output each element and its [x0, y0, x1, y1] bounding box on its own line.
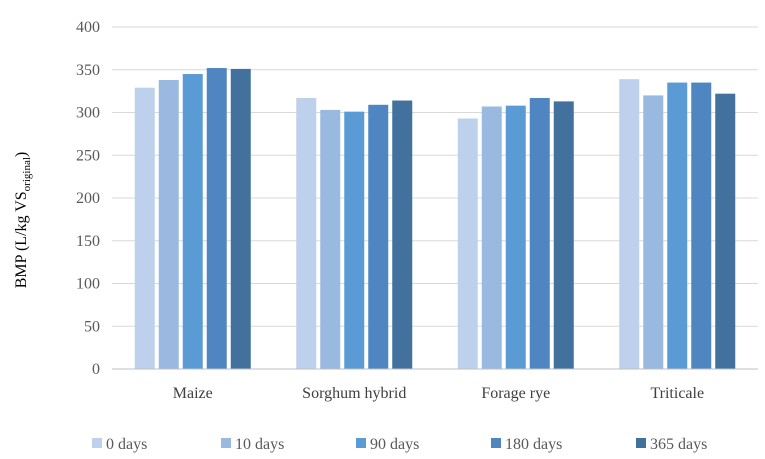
bar [619, 79, 640, 369]
bar [158, 80, 179, 369]
legend-label: 180 days [505, 436, 562, 453]
legend-item: 90 days [356, 436, 419, 453]
legend-swatch [636, 438, 646, 448]
y-tick-label: 400 [76, 19, 100, 36]
bar [320, 109, 341, 369]
bar [182, 74, 203, 370]
y-tick-label: 250 [76, 147, 100, 164]
bar [715, 93, 736, 369]
y-axis-label-main: BMP [13, 254, 30, 288]
y-tick-label: 150 [76, 233, 100, 250]
legend-label: 10 days [235, 436, 284, 453]
x-category-label: Sorghum hybrid [302, 385, 406, 402]
bars [134, 68, 736, 370]
legend-item: 365 days [636, 436, 707, 453]
bar [134, 87, 155, 369]
legend: 0 days 10 days 90 days 180 days 365 days [92, 436, 707, 453]
x-category-label: Triticale [650, 385, 704, 402]
bar [643, 95, 664, 370]
x-category-label: Maize [173, 385, 213, 402]
legend-label: 90 days [370, 436, 419, 453]
bar [553, 101, 574, 369]
bar [368, 104, 389, 370]
bar [691, 82, 712, 369]
bar [230, 68, 251, 370]
y-axis-label-unit: (L/kg VS [13, 191, 30, 255]
legend-swatch [356, 438, 366, 448]
bar [667, 82, 688, 369]
bar [529, 97, 550, 369]
x-axis-categories: Maize Sorghum hybrid Forage rye Triticale [173, 385, 704, 402]
bar [457, 118, 478, 369]
legend-label: 0 days [106, 436, 147, 453]
legend-swatch [491, 438, 501, 448]
y-tick-label: 50 [84, 318, 100, 335]
bar [481, 106, 502, 369]
bar [206, 68, 227, 369]
y-axis-label: BMP (L/kg VSoriginal) [13, 152, 33, 288]
bar [505, 105, 526, 369]
y-tick-label: 100 [76, 276, 100, 293]
legend-item: 180 days [491, 436, 562, 453]
bar [296, 97, 317, 369]
legend-label: 365 days [650, 436, 707, 453]
y-tick-label: 0 [92, 361, 100, 378]
legend-swatch [92, 438, 102, 448]
legend-item: 10 days [221, 436, 284, 453]
y-axis-label-close: ) [13, 152, 30, 157]
y-tick-label: 200 [76, 190, 100, 207]
y-axis-label-subscript: original [21, 157, 33, 191]
y-tick-label: 350 [76, 62, 100, 79]
y-tick-label: 300 [76, 105, 100, 122]
bar [392, 100, 413, 369]
legend-item: 0 days [92, 436, 147, 453]
legend-swatch [221, 438, 231, 448]
bar [344, 111, 365, 370]
y-axis-ticks: 0 50 100 150 200 250 300 350 400 [76, 19, 100, 378]
x-category-label: Forage rye [481, 385, 550, 402]
